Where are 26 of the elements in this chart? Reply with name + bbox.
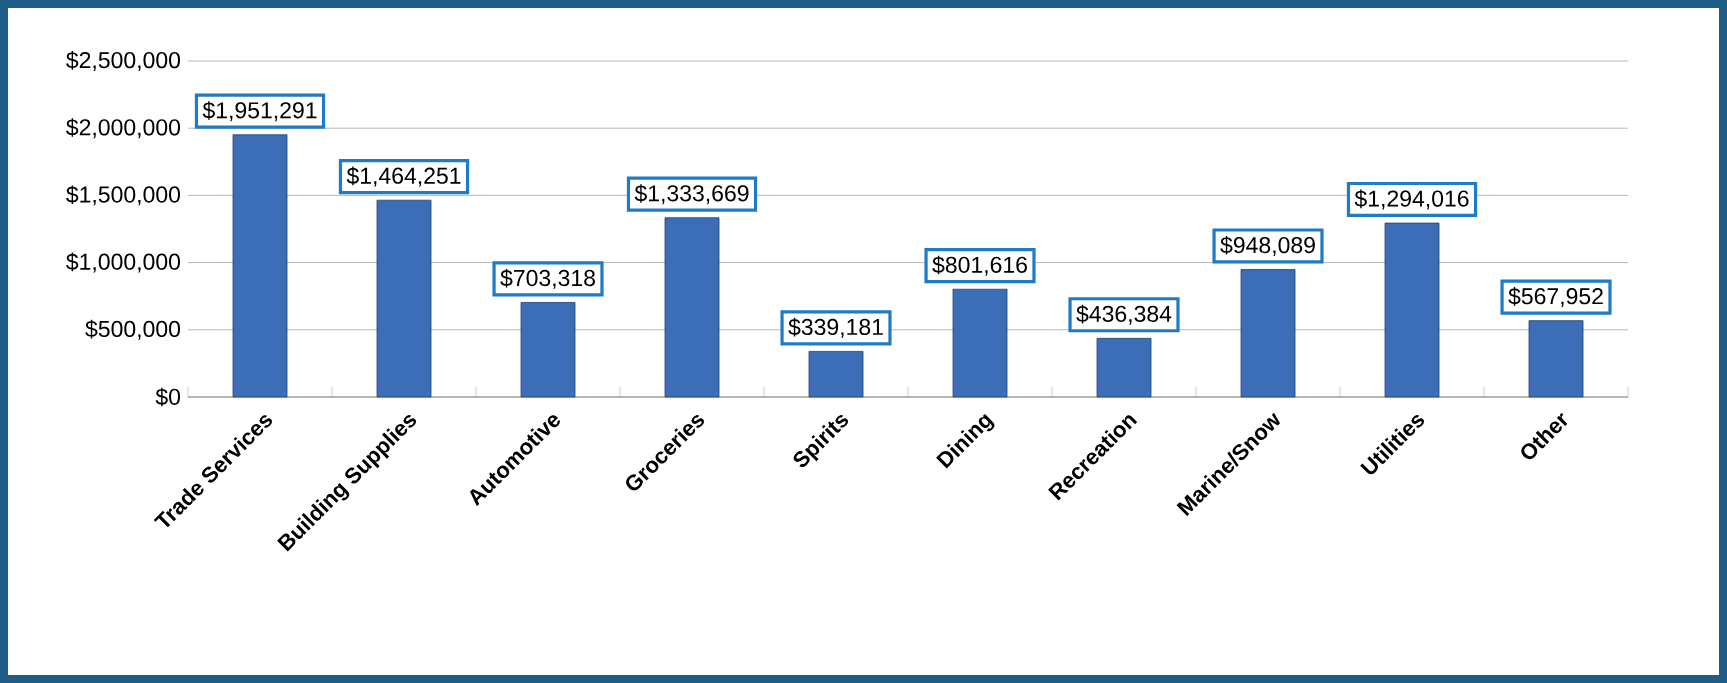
bar <box>232 134 288 398</box>
bar <box>1240 269 1296 398</box>
y-tick-label: $2,500,000 <box>66 51 181 71</box>
bar <box>520 302 576 398</box>
bar <box>1096 337 1152 398</box>
y-tick-label: $0 <box>155 387 181 407</box>
bar <box>376 199 432 398</box>
y-tick-label: $1,500,000 <box>66 185 181 206</box>
y-tick-label: $500,000 <box>85 319 181 340</box>
data-label: $1,333,669 <box>634 184 749 205</box>
data-label: $1,951,291 <box>202 101 317 122</box>
bar <box>808 351 864 398</box>
data-label: $339,181 <box>788 317 883 338</box>
data-label: $567,952 <box>1508 287 1603 308</box>
bar <box>664 217 720 398</box>
data-label: $703,318 <box>500 268 595 289</box>
data-label: $1,294,016 <box>1354 189 1469 210</box>
data-label: $948,089 <box>1220 235 1315 256</box>
y-tick-label: $2,000,000 <box>66 118 181 139</box>
bar <box>1384 222 1440 398</box>
data-label: $436,384 <box>1076 304 1172 325</box>
y-tick-label: $1,000,000 <box>66 252 181 273</box>
data-label: $1,464,251 <box>346 166 461 187</box>
bar <box>1528 320 1584 398</box>
data-label: $801,616 <box>932 255 1027 276</box>
bar <box>952 288 1008 398</box>
